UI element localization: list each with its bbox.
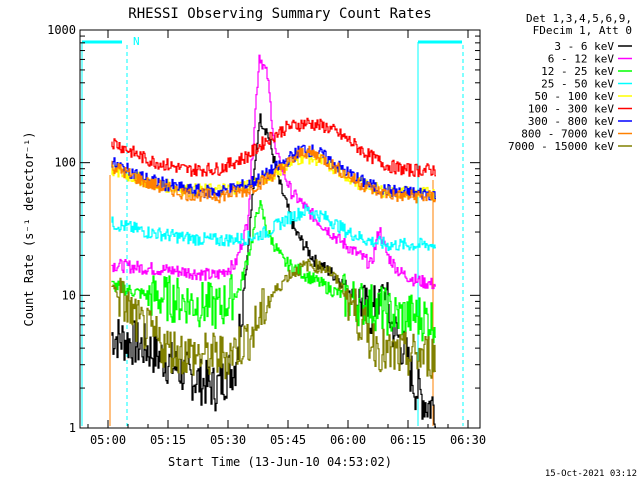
y-tick-label: 100 xyxy=(54,156,76,170)
x-tick-label: 05:00 xyxy=(90,433,126,447)
series-line-800-7000-kev xyxy=(111,145,436,204)
y-tick-label: 1 xyxy=(69,421,76,435)
series-line-3-6-kev xyxy=(111,113,436,428)
plot-area-frame xyxy=(79,29,481,429)
legend-entry-label: 3 - 6 keV xyxy=(554,40,614,53)
y-axis-label: Count Rate (s⁻¹ detector⁻¹) xyxy=(22,131,36,326)
legend-header-line: FDecim 1, Att 0 xyxy=(533,24,632,37)
legend-entry-label: 50 - 100 keV xyxy=(535,90,615,103)
series-line-12-25-kev xyxy=(111,200,436,344)
legend-entry-label: 12 - 25 keV xyxy=(541,65,614,78)
y-tick-label: 10 xyxy=(62,288,76,302)
y-tick-label: 1000 xyxy=(47,23,76,37)
legend-entry-label: 6 - 12 keV xyxy=(548,53,615,66)
x-tick-label: 05:45 xyxy=(270,433,306,447)
x-tick-label: 06:30 xyxy=(450,433,486,447)
x-tick-label: 05:30 xyxy=(210,433,246,447)
series-line-25-50-kev xyxy=(111,204,436,251)
x-tick-label: 06:15 xyxy=(390,433,426,447)
legend-entry-label: 7000 - 15000 keV xyxy=(508,140,614,153)
legend-entry-label: 100 - 300 keV xyxy=(528,103,614,116)
axis-layer: 05:00 05:15 05:30 05:45 06:00 06:15 06:30 1 10 10… xyxy=(47,23,486,447)
n-state-label: N xyxy=(133,35,140,48)
legend-entry-label: 25 - 50 keV xyxy=(541,78,614,91)
legend-entry-label: 300 - 800 keV xyxy=(528,115,614,128)
series-line-7000-15000-kev xyxy=(111,258,436,380)
x-tick-label: 05:15 xyxy=(150,433,186,447)
legend-entry-label: 800 - 7000 keV xyxy=(521,128,614,141)
x-tick-label: 06:00 xyxy=(330,433,366,447)
legend-header-line: Det 1,3,4,5,6,9, xyxy=(526,12,632,25)
legend: Det 1,3,4,5,6,9,FDecim 1, Att 0 3 - 6 keV… xyxy=(508,12,632,153)
series-line-100-300-kev xyxy=(111,117,436,178)
x-axis-label: Start Time (13-Jun-10 04:53:02) xyxy=(168,455,392,469)
series-line-6-12-kev xyxy=(111,54,436,290)
series-layer xyxy=(111,54,436,428)
footer-timestamp: 15-Oct-2021 03:12 xyxy=(545,469,637,479)
chart-title: RHESSI Observing Summary Count Rates xyxy=(128,6,431,22)
